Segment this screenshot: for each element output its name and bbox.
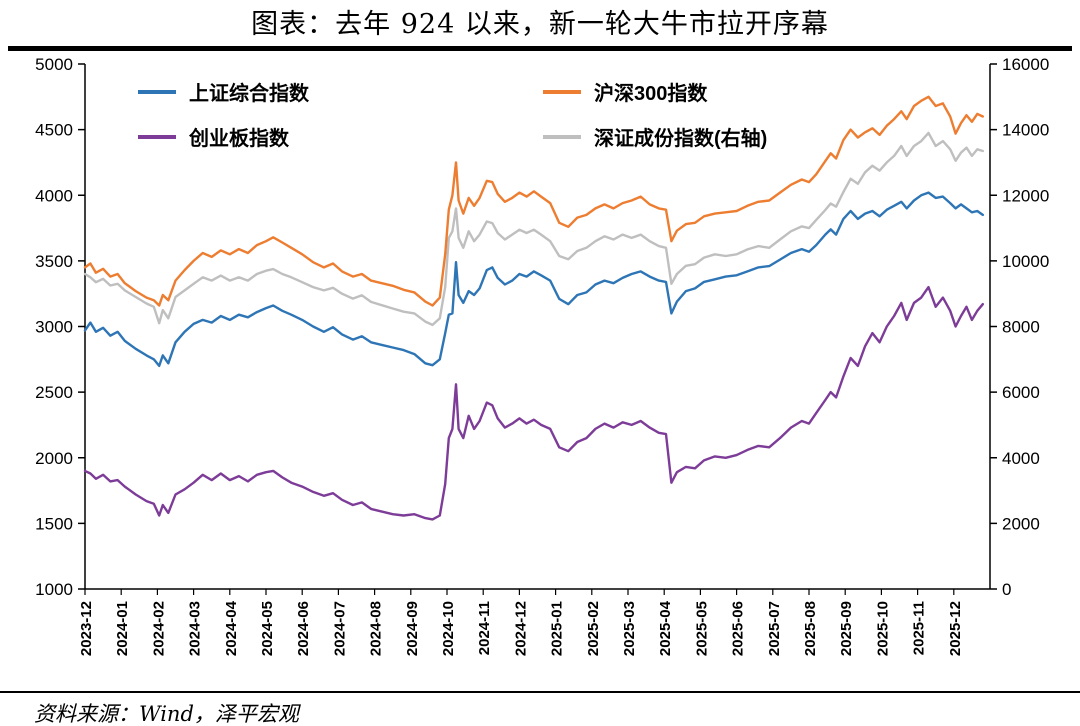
- legend-item: 创业板指数: [138, 122, 543, 151]
- legend-label: 深证成份指数(右轴): [594, 128, 768, 150]
- series-line-2: [83, 95, 984, 307]
- right-axis-tick-label: 16000: [1002, 55, 1049, 74]
- legend-line-swatch: [543, 89, 581, 94]
- x-axis-tick-label: 2025-12: [947, 601, 964, 656]
- x-axis-tick-label: 2024-01: [114, 601, 131, 656]
- legend-item: 深证成份指数(右轴): [543, 122, 767, 151]
- title-divider: [8, 46, 1072, 51]
- x-axis-tick-label: 2025-10: [874, 601, 891, 656]
- x-axis-tick-label: 2025-05: [693, 601, 710, 656]
- right-axis-tick-label: 6000: [1002, 383, 1040, 402]
- series-line-1: [83, 191, 984, 368]
- x-axis-tick-label: 2025-11: [911, 601, 928, 655]
- right-axis-tick-label: 2000: [1002, 514, 1040, 533]
- x-axis-tick-label: 2024-10: [440, 601, 457, 656]
- x-axis-tick-label: 2025-03: [621, 601, 638, 656]
- legend-label: 上证综合指数: [189, 83, 309, 105]
- legend-line-swatch: [543, 134, 581, 139]
- x-axis-tick-label: 2024-07: [331, 601, 348, 656]
- x-axis-tick-label: 2023-12: [78, 601, 95, 656]
- left-axis-tick-label: 3000: [35, 318, 73, 337]
- left-axis-tick-label: 1500: [35, 514, 73, 533]
- x-axis-tick-label: 2024-04: [223, 600, 240, 656]
- series-line-4: [83, 131, 984, 327]
- legend-line-swatch: [138, 89, 176, 94]
- right-axis-tick-label: 10000: [1002, 252, 1049, 271]
- right-axis-tick-label: 4000: [1002, 449, 1040, 468]
- x-axis-tick-label: 2024-06: [295, 601, 312, 656]
- series-line-3: [83, 285, 984, 521]
- right-axis-tick-label: 8000: [1002, 318, 1040, 337]
- chart-legend: 上证综合指数 沪深300指数创业板指数 深证成份指数(右轴): [138, 77, 767, 151]
- chart-area: 5000 4500 4000 3500 3000 2500 2000 1500 1000 1600…: [0, 51, 1080, 691]
- legend-label: 创业板指数: [189, 128, 289, 150]
- left-axis-tick-label: 5000: [35, 55, 73, 74]
- right-axis-tick-label: 0: [1002, 580, 1011, 599]
- left-axis-tick-label: 1000: [35, 580, 73, 599]
- right-axis-tick-label: 14000: [1002, 121, 1049, 140]
- x-axis-tick-label: 2025-04: [657, 600, 674, 656]
- legend-label: 沪深300指数: [594, 83, 708, 105]
- legend-item: 沪深300指数: [543, 77, 767, 106]
- line-chart: 5000 4500 4000 3500 3000 2500 2000 1500 1000 1600…: [35, 55, 1049, 656]
- x-axis-tick-label: 2024-02: [150, 601, 167, 656]
- x-axis-tick-label: 2025-06: [730, 601, 747, 656]
- legend-line-swatch: [138, 134, 176, 139]
- chart-title: 图表：去年 924 以来，新一轮大牛市拉开序幕: [251, 9, 829, 40]
- x-axis-tick-label: 2024-12: [512, 601, 529, 656]
- x-axis-tick-label: 2024-03: [187, 601, 204, 656]
- right-axis-tick-label: 12000: [1002, 186, 1049, 205]
- x-axis-tick-label: 2025-08: [802, 601, 819, 656]
- left-axis-tick-label: 2000: [35, 449, 73, 468]
- x-axis-tick-label: 2024-09: [404, 601, 421, 656]
- source-row: 资料来源：Wind，泽平宏观: [0, 691, 1080, 726]
- legend-item: 上证综合指数: [138, 77, 543, 106]
- x-axis-tick-label: 2025-09: [838, 601, 855, 656]
- x-axis-tick-label: 2025-02: [585, 601, 602, 656]
- source-text: 资料来源：Wind，泽平宏观: [34, 702, 299, 726]
- x-axis-tick-label: 2024-08: [368, 601, 385, 656]
- left-axis-tick-label: 4500: [35, 121, 73, 140]
- left-axis-tick-label: 4000: [35, 186, 73, 205]
- left-axis-tick-label: 3500: [35, 252, 73, 271]
- x-axis-tick-label: 2025-07: [766, 601, 783, 656]
- x-axis-tick-label: 2025-01: [549, 601, 566, 656]
- x-axis-tick-label: 2024-05: [259, 601, 276, 656]
- x-axis-tick-label: 2024-11: [476, 601, 493, 655]
- left-axis-tick-label: 2500: [35, 383, 73, 402]
